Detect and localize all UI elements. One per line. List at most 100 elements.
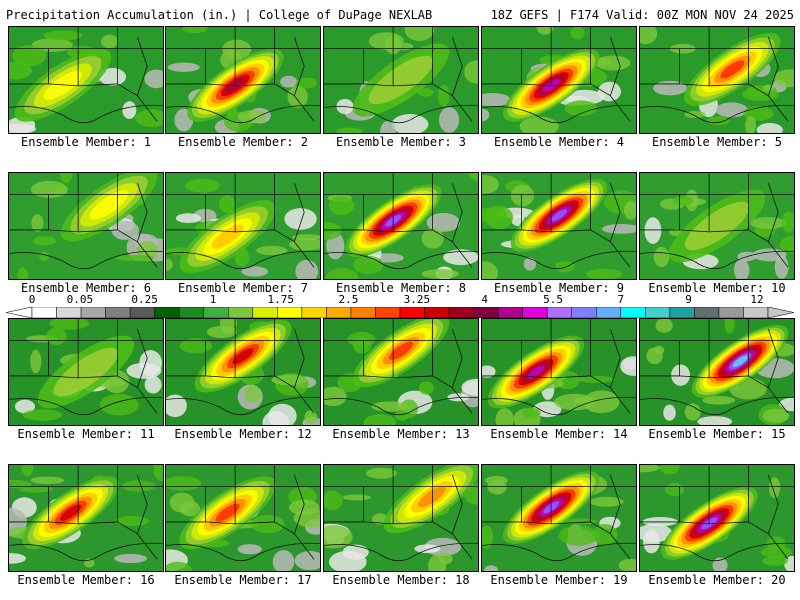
ensemble-member-map[interactable] [165,318,321,426]
ensemble-member-label: Ensemble Member: 13 [332,427,470,441]
ensemble-member-map[interactable] [639,172,795,280]
precip-light [59,173,73,184]
colorbar-segment [596,307,622,318]
ensemble-member-label: Ensemble Member: 19 [490,573,628,587]
ensemble-member-map[interactable] [481,318,637,426]
ensemble-member-map[interactable] [8,26,164,134]
precip-light [324,490,343,510]
dry-area [241,266,269,277]
ensemble-member-map[interactable] [481,464,637,572]
boundary-line [363,194,433,233]
precip-light [464,60,478,84]
boundary-line [451,182,473,268]
colorbar-segment [228,307,254,318]
precip-light [418,381,434,395]
precip-light [592,523,618,545]
precip-light [324,222,342,240]
ensemble-member-map[interactable] [165,26,321,134]
colorbar-segment [546,307,572,318]
precip-light [293,508,320,528]
precip-contour [211,224,244,249]
colorbar-segment [350,307,376,318]
dry-area [144,375,162,394]
precip-light [363,414,397,425]
precip-light [417,88,434,97]
precip-light [672,195,693,206]
boundary-line [205,486,275,525]
dry-area [294,550,320,571]
dry-area [272,550,295,571]
precip-light [115,254,155,262]
colorbar-max-arrow [767,307,794,318]
precip-map-graphic [166,173,320,279]
ensemble-member-label: Ensemble Member: 5 [651,135,783,149]
colorbar-tick-label: 1.75 [267,293,295,306]
ensemble-member-map[interactable] [165,172,321,280]
boundary-line [521,340,591,379]
ensemble-member-map[interactable] [639,464,795,572]
precip-light [122,480,156,492]
precip-light [762,556,788,566]
dry-area [482,365,496,378]
precip-light [166,476,202,491]
boundary-line [48,486,118,525]
precip-light [328,196,355,216]
boundary-line [748,465,769,535]
boundary-line [136,36,158,122]
boundary-line [609,328,631,414]
precip-light [482,525,494,549]
ensemble-member-map[interactable] [481,26,637,134]
precip-light [582,390,620,414]
ensemble-member-label: Ensemble Member: 10 [648,281,786,295]
precip-light [99,393,139,416]
precip-light [21,465,34,477]
precip-light [684,403,701,421]
precip-light [30,180,68,198]
precip-light [781,211,794,233]
ensemble-member-map[interactable] [639,318,795,426]
precip-contour [59,504,82,521]
precip-contour [232,348,254,365]
precip-light [250,515,285,534]
boundary-line [432,319,453,389]
precip-light [750,217,787,230]
boundary-line [117,465,138,535]
boundary-line [590,465,611,535]
ensemble-member-map[interactable] [323,464,479,572]
colorbar-segment [326,307,352,318]
precip-light [43,30,83,41]
colorbar-tick-label: 2.5 [338,293,359,306]
ensemble-member-map[interactable] [8,464,164,572]
precip-light [244,385,261,403]
ensemble-member-map[interactable] [639,26,795,134]
ensemble-member-map[interactable] [8,318,164,426]
boundary-line [324,104,478,124]
boundary-line [451,36,473,122]
boundary-line [48,48,118,87]
precip-contour [732,355,748,367]
precip-map-graphic [166,319,320,425]
precip-light [219,319,238,335]
ensemble-member-map[interactable] [323,318,479,426]
dry-area [175,213,202,224]
dry-area [712,557,728,571]
boundary-line [748,319,769,389]
ensemble-member-map[interactable] [323,26,479,134]
precip-light [664,483,685,497]
ensemble-member-map[interactable] [481,172,637,280]
precip-light [114,516,150,527]
boundary-line [679,486,749,525]
boundary-line [590,319,611,389]
model-run-info: 18Z GEFS | F174 Valid: 00Z MON NOV 24 20… [490,8,794,22]
precip-light [653,246,670,268]
dry-area [443,249,478,266]
ensemble-member-map[interactable] [8,172,164,280]
dry-area [482,93,511,107]
ensemble-member-label: Ensemble Member: 6 [20,281,152,295]
precip-contour [89,190,129,220]
colorbar-segment [31,307,57,318]
ensemble-member-map[interactable] [165,464,321,572]
ensemble-member-map[interactable] [323,172,479,280]
precip-light [761,546,793,559]
dry-area [280,75,298,88]
